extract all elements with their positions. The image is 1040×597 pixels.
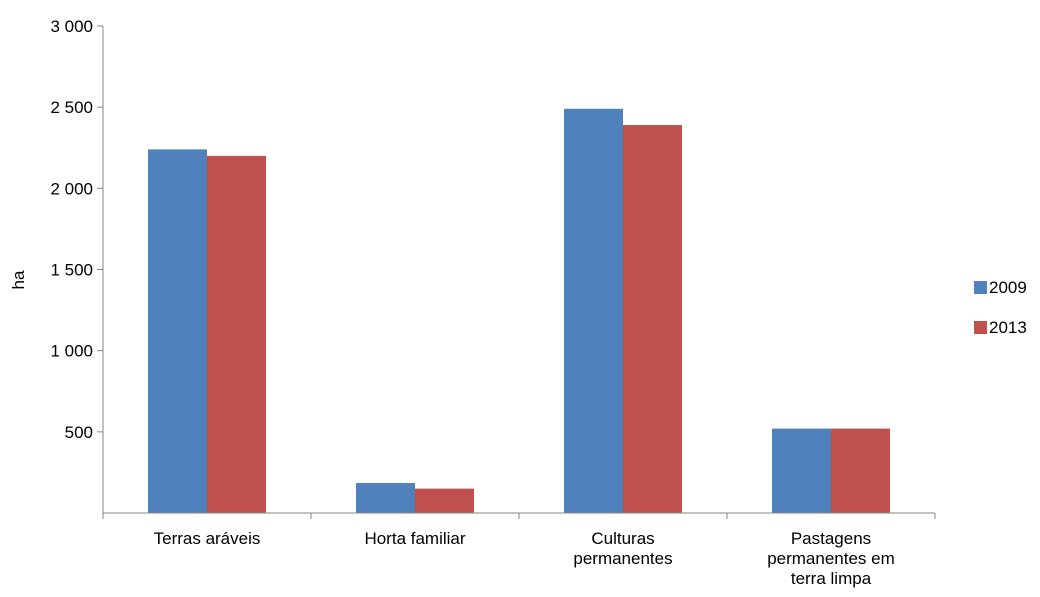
- x-category-label-line: terra limpa: [791, 569, 872, 588]
- y-tick-label: 1 000: [50, 342, 93, 361]
- y-tick-label: 500: [65, 423, 93, 442]
- legend-label-2009: 2009: [989, 278, 1027, 297]
- y-tick-label: 1 500: [50, 261, 93, 280]
- x-category-label-line: Horta familiar: [364, 529, 465, 548]
- legend: 2009 2013: [974, 278, 1027, 337]
- y-axis-title: ha: [9, 270, 28, 289]
- bar-series: [148, 108, 890, 514]
- bar-2013-3: [831, 428, 890, 513]
- legend-swatch-2009: [974, 281, 987, 294]
- x-category-label-line: Culturas: [591, 529, 654, 548]
- y-tick-label: 2 500: [50, 98, 93, 117]
- legend-swatch-2013: [974, 321, 987, 334]
- x-category-label: Terras aráveis: [154, 529, 261, 548]
- bar-2013-2: [623, 125, 682, 514]
- y-tick-label: 2 000: [50, 179, 93, 198]
- y-axis-tick-labels: 500 1 000 1 500 2 000 2 500 3 000: [50, 17, 93, 442]
- x-category-label-line: Pastagens: [791, 529, 871, 548]
- x-category-label: Horta familiar: [364, 529, 465, 548]
- x-category-label-line: permanentes em: [767, 549, 895, 568]
- x-category-label: Culturas permanentes: [573, 529, 672, 568]
- x-category-label-line: Terras aráveis: [154, 529, 261, 548]
- y-tick-label: 3 000: [50, 17, 93, 36]
- x-axis-tick-labels: Terras aráveis Horta familiar Culturas perm…: [154, 529, 895, 588]
- bar-2013-0: [207, 155, 266, 513]
- x-category-label-line: permanentes: [573, 549, 672, 568]
- y-axis-ticks: [97, 25, 103, 433]
- bar-2009-2: [564, 108, 623, 513]
- x-category-label: Pastagens permanentes em terra limpa: [767, 529, 895, 588]
- legend-label-2013: 2013: [989, 318, 1027, 337]
- bar-2009-3: [772, 428, 831, 513]
- axes: [102, 26, 936, 519]
- bar-2013-1: [415, 488, 474, 513]
- bar-2009-0: [148, 149, 207, 513]
- bar-2009-1: [356, 482, 415, 513]
